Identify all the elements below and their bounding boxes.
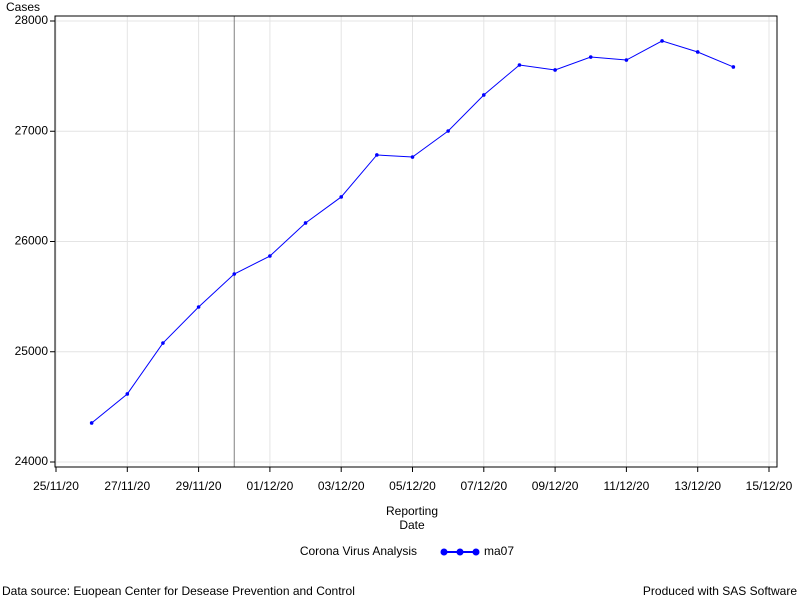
x-tick-label: 13/12/20 xyxy=(674,479,721,493)
y-tick-label: 24000 xyxy=(15,454,49,468)
x-tick-label: 25/11/20 xyxy=(33,479,79,493)
data-point xyxy=(624,58,629,62)
legend-marker xyxy=(472,548,480,556)
y-tick-label: 28000 xyxy=(15,13,49,27)
x-axis-label: Reporting xyxy=(386,504,438,518)
x-axis-label: Date xyxy=(399,518,425,532)
data-point xyxy=(731,65,736,69)
x-tick-label: 11/12/20 xyxy=(603,479,649,493)
x-tick-label: 29/11/20 xyxy=(176,479,222,493)
x-tick-label: 05/12/20 xyxy=(389,479,436,493)
x-tick-label: 15/12/20 xyxy=(746,479,793,493)
footnote: Data source: Euopean Center for Desease … xyxy=(2,584,355,598)
data-point xyxy=(125,392,130,396)
data-point xyxy=(161,341,165,345)
plot-frame xyxy=(54,15,778,468)
y-axis-label: Cases xyxy=(6,0,40,14)
data-point xyxy=(339,195,344,199)
data-point xyxy=(446,129,450,133)
footnote: Produced with SAS Software xyxy=(643,584,797,598)
x-tick-label: 27/11/20 xyxy=(104,479,150,493)
data-point xyxy=(482,93,486,97)
data-point xyxy=(588,55,593,59)
data-point xyxy=(232,272,237,276)
x-tick-label: 09/12/20 xyxy=(532,479,579,493)
data-point xyxy=(660,39,664,43)
data-point xyxy=(89,421,94,425)
legend-title: Corona Virus Analysis xyxy=(300,544,417,558)
data-point xyxy=(303,221,308,225)
y-tick-label: 27000 xyxy=(15,123,49,137)
data-point xyxy=(517,63,522,67)
data-point xyxy=(695,50,700,54)
x-tick-label: 03/12/20 xyxy=(318,479,365,493)
legend-marker xyxy=(456,548,464,556)
x-tick-label: 07/12/20 xyxy=(460,479,507,493)
legend-label: ma07 xyxy=(484,544,514,558)
x-tick-label: 01/12/20 xyxy=(247,479,294,493)
data-point xyxy=(268,254,272,258)
y-tick-label: 25000 xyxy=(15,344,49,358)
legend-marker xyxy=(440,548,448,556)
y-tick-label: 26000 xyxy=(15,234,49,248)
data-point xyxy=(410,155,415,159)
data-point xyxy=(375,153,379,157)
data-point xyxy=(196,305,201,309)
data-point xyxy=(553,68,557,72)
